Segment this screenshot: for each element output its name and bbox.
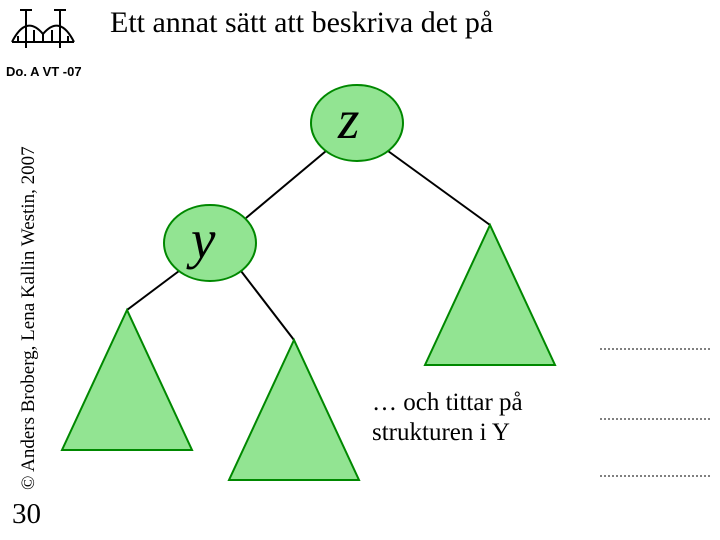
placeholder-line-3	[600, 475, 710, 477]
tree-diagram	[0, 0, 720, 540]
placeholder-line-2	[600, 418, 710, 420]
caption-line-1: … och tittar på	[372, 388, 523, 418]
node-label-y: y	[191, 208, 215, 271]
page-number: 30	[12, 498, 41, 531]
caption-text: … och tittar på strukturen i Y	[372, 388, 523, 448]
placeholder-line-1	[600, 348, 710, 350]
caption-line-2: strukturen i Y	[372, 418, 523, 448]
node-label-z: z	[338, 88, 359, 151]
